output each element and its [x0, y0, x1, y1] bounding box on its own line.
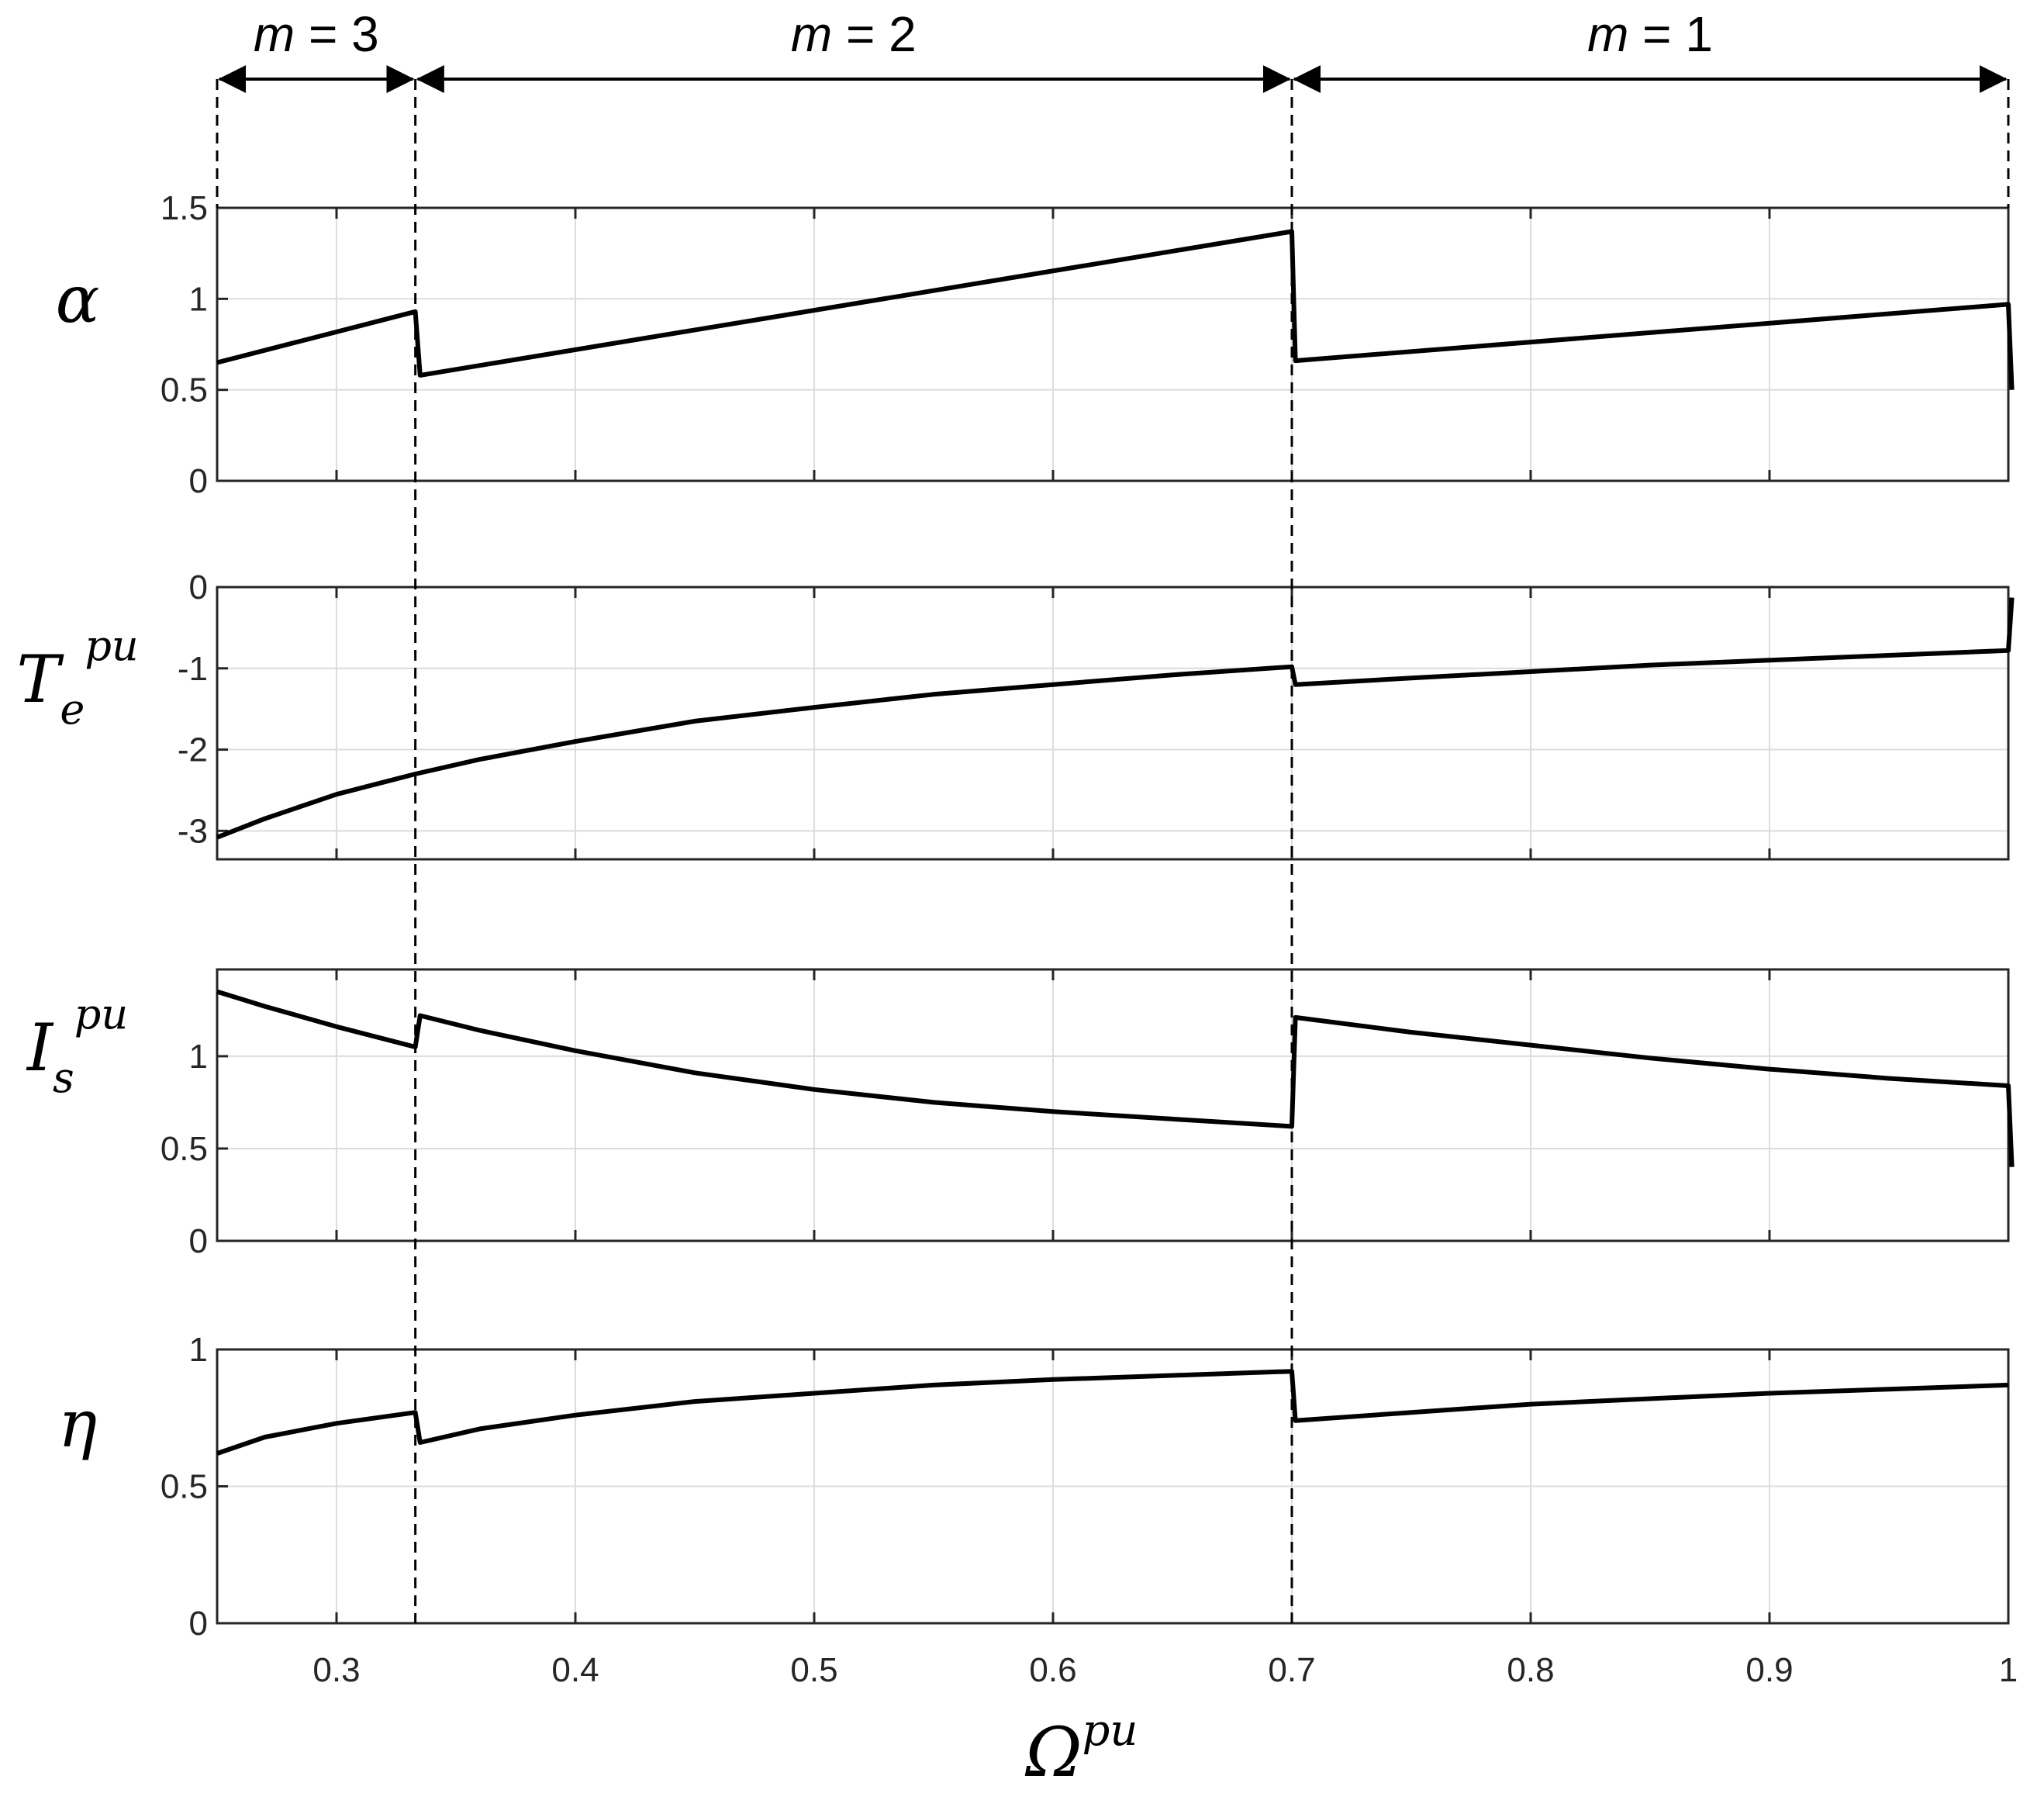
y-tick-label: 0 [189, 462, 208, 500]
x-tick-label: 0.8 [1507, 1651, 1554, 1689]
mode-label-value: = 3 [295, 6, 379, 62]
x-axis-label-base: Ω [1025, 1712, 1082, 1792]
y-axis-label-base: I [26, 1010, 54, 1086]
mode-label: m = 2 [791, 6, 917, 62]
y-tick-label: 1 [189, 280, 208, 318]
y-axis-label-efficiency: η [58, 1386, 97, 1462]
y-tick-label: -2 [178, 731, 208, 769]
y-tick-label: 0 [189, 568, 208, 606]
panel-border [216, 586, 2010, 861]
x-tick-label: 0.7 [1268, 1651, 1315, 1689]
panel-alpha: 0 0.5 1 1.5 α [56, 189, 2015, 500]
x-tick-label: 0.9 [1745, 1651, 1793, 1689]
x-tick-label: 0.4 [551, 1651, 599, 1689]
y-axis-label-base: α [56, 261, 100, 337]
mode-label: m = 3 [254, 6, 379, 62]
panel-frame [216, 968, 2010, 1242]
x-axis-label-sup: pu [1082, 1705, 1138, 1756]
y-axis-label-base: η [58, 1386, 97, 1462]
y-axis-label-sub: s [53, 1053, 74, 1102]
x-tick-label: 0.5 [790, 1651, 837, 1689]
y-axis-label-current: Ispu [26, 990, 128, 1102]
y-tick-label: 0.5 [161, 371, 208, 409]
y-axis-label-base: T [16, 641, 64, 717]
mode-label-var: m [791, 6, 832, 62]
y-tick-label: 1 [189, 1038, 208, 1076]
y-axis-label-sub: e [60, 685, 85, 734]
panel-border [216, 1348, 2010, 1625]
y-axis-label-sup: pu [85, 621, 138, 670]
y-tick-label: 1.5 [161, 189, 208, 227]
x-tick-label: 0.6 [1029, 1651, 1076, 1689]
series-line-current [216, 989, 2015, 1167]
x-tick-label: 1 [1999, 1651, 2018, 1689]
panel-efficiency: 0 0.5 1 η [58, 1331, 2010, 1643]
mode-label-var: m [1587, 6, 1628, 62]
y-tick-label: -1 [178, 650, 208, 688]
x-tick-label: 0.3 [312, 1651, 360, 1689]
y-tick-label: 0 [189, 1605, 208, 1643]
y-axis-label-torque: Tepu [16, 621, 138, 734]
y-tick-label: -3 [178, 812, 208, 850]
y-axis-label-sup: pu [74, 990, 128, 1038]
panel-frame [216, 586, 2010, 861]
mode-label-value: = 1 [1628, 6, 1713, 62]
series-line-torque [216, 597, 2015, 840]
y-tick-label: 1 [189, 1331, 208, 1369]
panel-current: 0 0.5 1 Ispu [26, 968, 2015, 1260]
panel-torque: -3 -2 -1 0 Tepu [16, 568, 2015, 861]
mode-label-var: m [254, 6, 295, 62]
mode-label: m = 1 [1587, 6, 1713, 62]
y-tick-label: 0 [189, 1222, 208, 1260]
x-axis-label: Ωpu [1025, 1705, 1138, 1792]
y-axis-label-alpha: α [56, 261, 100, 337]
mode-label-value: = 2 [832, 6, 917, 62]
y-tick-label: 0.5 [161, 1130, 208, 1168]
panel-frame [216, 206, 2010, 482]
y-tick-label: 0.5 [161, 1468, 208, 1506]
